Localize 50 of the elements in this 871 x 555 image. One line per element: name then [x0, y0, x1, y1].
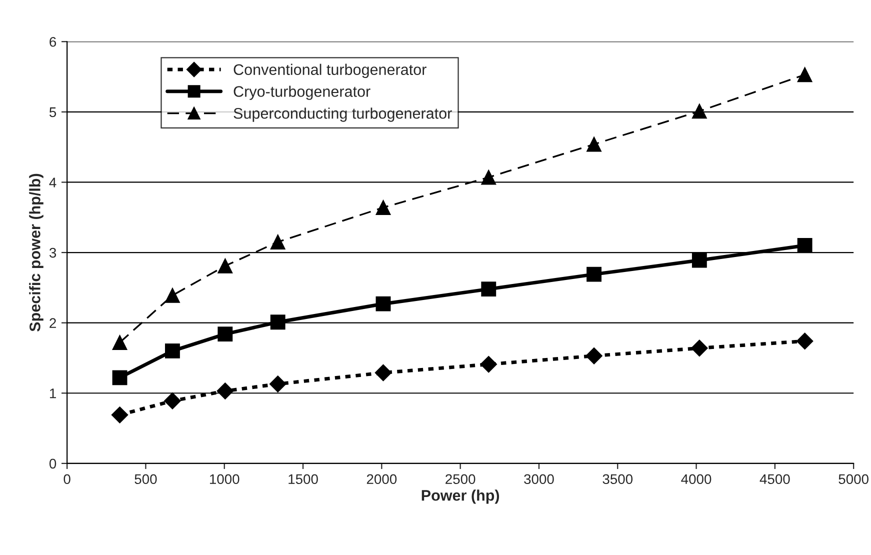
point — [216, 382, 234, 400]
point — [586, 136, 602, 152]
point — [376, 200, 391, 215]
y-tick-label: 6 — [50, 36, 56, 47]
y-tick-label: 3 — [49, 248, 56, 258]
legend-label: Cryo-turbogenerator — [234, 86, 370, 100]
point — [164, 288, 180, 303]
x-tick-label: 1500 — [288, 474, 318, 484]
point — [269, 376, 286, 392]
x-tick-label: 2500 — [446, 474, 476, 484]
x-tick-label: 500 — [134, 474, 157, 484]
point — [691, 340, 708, 357]
x-tick-label: 3000 — [524, 474, 554, 484]
x-tick-label: 2000 — [366, 474, 397, 484]
y-tick-label: 1 — [50, 388, 56, 398]
y-tick-label: 2 — [50, 318, 56, 328]
point — [164, 343, 180, 358]
legend-label: Superconducting turbogenerator — [234, 108, 452, 122]
point — [218, 326, 233, 342]
point — [376, 296, 391, 312]
point — [270, 314, 286, 330]
y-axis-title: Specific power (hp/lb) — [29, 174, 44, 332]
point — [112, 370, 128, 386]
x-tick-label: 3500 — [602, 474, 633, 484]
legend-label: Conventional turbogenerator — [234, 64, 426, 78]
point — [797, 238, 812, 253]
point — [480, 356, 498, 373]
x-tick-label: 0 — [64, 474, 70, 484]
point — [270, 234, 286, 250]
point — [692, 104, 707, 119]
point — [797, 67, 812, 82]
y-tick-label: 4 — [49, 178, 56, 188]
point — [111, 406, 128, 424]
point — [164, 392, 181, 410]
point — [692, 252, 707, 268]
point — [796, 332, 814, 350]
point — [218, 258, 233, 274]
x-tick-label: 5000 — [838, 474, 868, 484]
x-axis-title: Power (hp) — [422, 490, 500, 504]
point — [481, 282, 496, 297]
point — [112, 335, 128, 350]
point — [374, 364, 392, 382]
point — [481, 170, 496, 185]
y-tick-label: 0 — [49, 458, 56, 469]
point — [586, 266, 602, 282]
x-tick-label: 4000 — [681, 474, 712, 484]
x-tick-label: 1000 — [210, 474, 240, 484]
point — [586, 347, 602, 364]
x-tick-label: 4500 — [760, 474, 790, 484]
y-tick-label: 5 — [49, 107, 56, 118]
